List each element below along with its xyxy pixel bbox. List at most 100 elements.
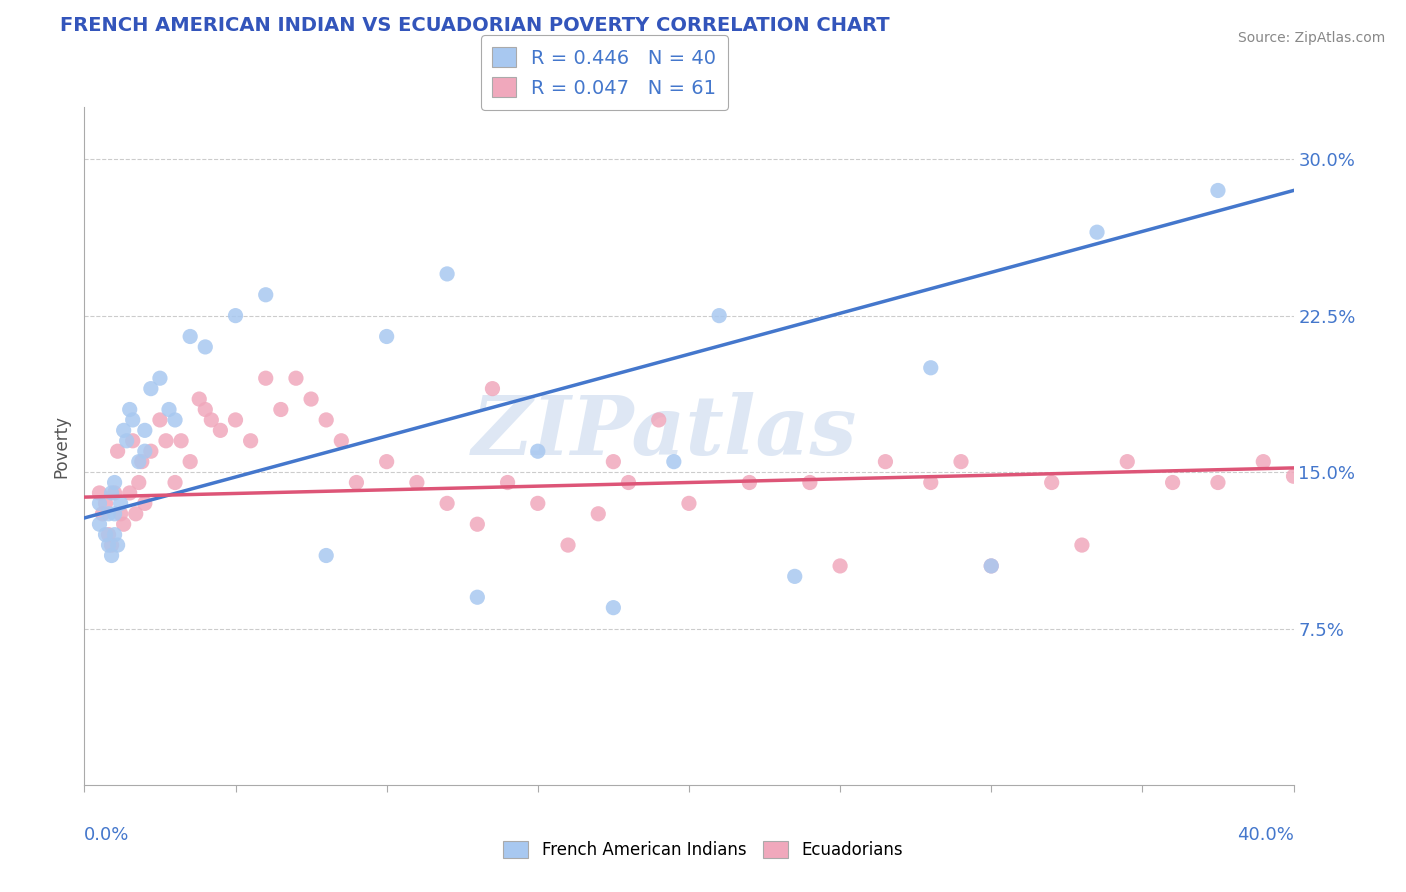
- Point: [139, 382, 162, 396]
- Point: [1085, 225, 1108, 239]
- Point: [100, 486, 122, 500]
- Point: [125, 507, 148, 521]
- Point: [830, 558, 852, 573]
- Point: [139, 444, 162, 458]
- Point: [91, 507, 114, 521]
- Point: [97, 507, 120, 521]
- Point: [118, 402, 141, 417]
- Point: [254, 287, 277, 301]
- Point: [557, 538, 579, 552]
- Point: [179, 455, 201, 469]
- Point: [617, 475, 640, 490]
- Point: [97, 538, 120, 552]
- Legend: R = 0.446   N = 40, R = 0.047   N = 61: R = 0.446 N = 40, R = 0.047 N = 61: [481, 36, 728, 110]
- Y-axis label: Poverty: Poverty: [52, 415, 70, 477]
- Point: [110, 496, 132, 510]
- Point: [375, 455, 398, 469]
- Point: [920, 475, 942, 490]
- Point: [170, 434, 193, 448]
- Point: [115, 434, 138, 448]
- Point: [285, 371, 308, 385]
- Point: [315, 413, 337, 427]
- Point: [375, 329, 398, 343]
- Point: [155, 434, 177, 448]
- Point: [194, 402, 217, 417]
- Point: [254, 371, 277, 385]
- Point: [527, 444, 550, 458]
- Point: [89, 496, 111, 510]
- Point: [97, 527, 120, 541]
- Point: [920, 360, 942, 375]
- Point: [602, 600, 624, 615]
- Point: [783, 569, 806, 583]
- Point: [89, 486, 111, 500]
- Point: [107, 538, 129, 552]
- Point: [157, 402, 180, 417]
- Point: [165, 413, 187, 427]
- Point: [270, 402, 292, 417]
- Point: [134, 423, 156, 437]
- Point: [128, 455, 150, 469]
- Point: [121, 413, 143, 427]
- Point: [1206, 475, 1229, 490]
- Point: [1116, 455, 1139, 469]
- Point: [188, 392, 211, 406]
- Point: [165, 475, 187, 490]
- Point: [110, 507, 132, 521]
- Point: [1161, 475, 1184, 490]
- Point: [1282, 469, 1305, 483]
- Point: [128, 475, 150, 490]
- Point: [94, 496, 117, 510]
- Point: [100, 538, 122, 552]
- Point: [799, 475, 821, 490]
- Point: [980, 558, 1002, 573]
- Point: [1071, 538, 1094, 552]
- Point: [315, 549, 337, 563]
- Point: [678, 496, 700, 510]
- Point: [467, 517, 489, 532]
- Point: [100, 549, 122, 563]
- Point: [467, 591, 489, 605]
- Text: ZIPatlas: ZIPatlas: [472, 392, 858, 473]
- Point: [330, 434, 353, 448]
- Point: [875, 455, 897, 469]
- Legend: French American Indians, Ecuadorians: French American Indians, Ecuadorians: [496, 834, 910, 866]
- Point: [112, 423, 135, 437]
- Text: 40.0%: 40.0%: [1237, 826, 1294, 844]
- Point: [112, 517, 135, 532]
- Point: [89, 517, 111, 532]
- Point: [1040, 475, 1063, 490]
- Point: [588, 507, 610, 521]
- Point: [134, 444, 156, 458]
- Point: [709, 309, 731, 323]
- Point: [107, 444, 129, 458]
- Point: [104, 486, 127, 500]
- Point: [662, 455, 685, 469]
- Point: [299, 392, 322, 406]
- Point: [527, 496, 550, 510]
- Point: [225, 309, 247, 323]
- Point: [239, 434, 262, 448]
- Point: [602, 455, 624, 469]
- Point: [648, 413, 671, 427]
- Point: [406, 475, 429, 490]
- Point: [149, 371, 172, 385]
- Point: [225, 413, 247, 427]
- Point: [149, 413, 172, 427]
- Point: [436, 496, 458, 510]
- Point: [194, 340, 217, 354]
- Point: [346, 475, 368, 490]
- Point: [496, 475, 519, 490]
- Point: [131, 455, 153, 469]
- Point: [209, 423, 232, 437]
- Point: [94, 527, 117, 541]
- Text: Source: ZipAtlas.com: Source: ZipAtlas.com: [1237, 31, 1385, 45]
- Point: [1206, 184, 1229, 198]
- Point: [104, 507, 127, 521]
- Text: 0.0%: 0.0%: [84, 826, 129, 844]
- Point: [200, 413, 222, 427]
- Point: [104, 475, 127, 490]
- Point: [121, 434, 143, 448]
- Point: [436, 267, 458, 281]
- Point: [134, 496, 156, 510]
